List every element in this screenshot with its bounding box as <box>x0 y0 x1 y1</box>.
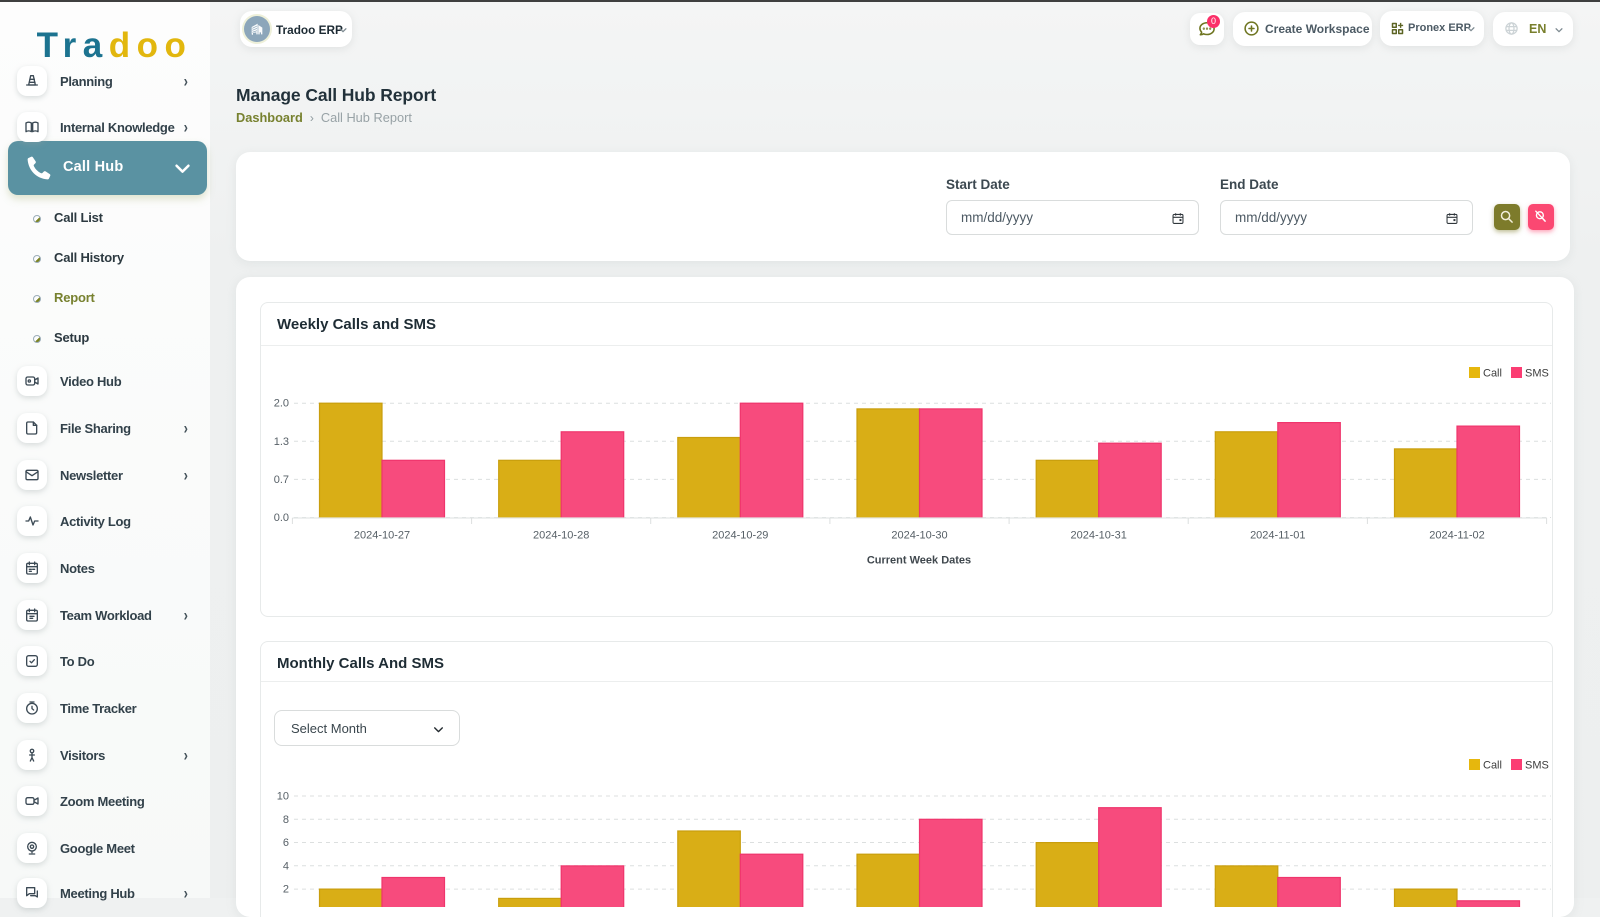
svg-text:Call: Call <box>1483 760 1502 772</box>
svg-text:8: 8 <box>283 814 289 826</box>
svg-text:2024-11-01: 2024-11-01 <box>1250 530 1305 542</box>
svg-text:SMS: SMS <box>1525 368 1549 380</box>
svg-text:Current Week Dates: Current Week Dates <box>867 555 971 567</box>
svg-text:2024-11-02: 2024-11-02 <box>1429 530 1484 542</box>
svg-text:4: 4 <box>283 860 289 872</box>
svg-text:2024-10-31: 2024-10-31 <box>1071 530 1127 542</box>
svg-text:2024-10-30: 2024-10-30 <box>891 530 947 542</box>
svg-text:2.0: 2.0 <box>274 398 289 410</box>
svg-text:2024-10-29: 2024-10-29 <box>712 530 768 542</box>
svg-text:10: 10 <box>277 791 289 803</box>
svg-text:2024-10-27: 2024-10-27 <box>354 530 410 542</box>
svg-text:0.7: 0.7 <box>274 474 289 486</box>
svg-text:2024-10-28: 2024-10-28 <box>533 530 589 542</box>
svg-text:2: 2 <box>283 884 289 896</box>
svg-text:SMS: SMS <box>1525 760 1549 772</box>
svg-text:Call: Call <box>1483 368 1502 380</box>
svg-text:0.0: 0.0 <box>274 512 289 524</box>
svg-text:6: 6 <box>283 837 289 849</box>
svg-text:1.3: 1.3 <box>274 436 289 448</box>
